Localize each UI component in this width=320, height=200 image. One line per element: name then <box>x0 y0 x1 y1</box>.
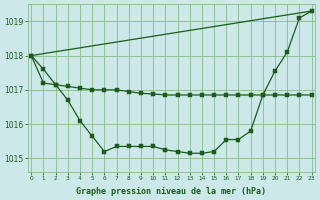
X-axis label: Graphe pression niveau de la mer (hPa): Graphe pression niveau de la mer (hPa) <box>76 187 267 196</box>
